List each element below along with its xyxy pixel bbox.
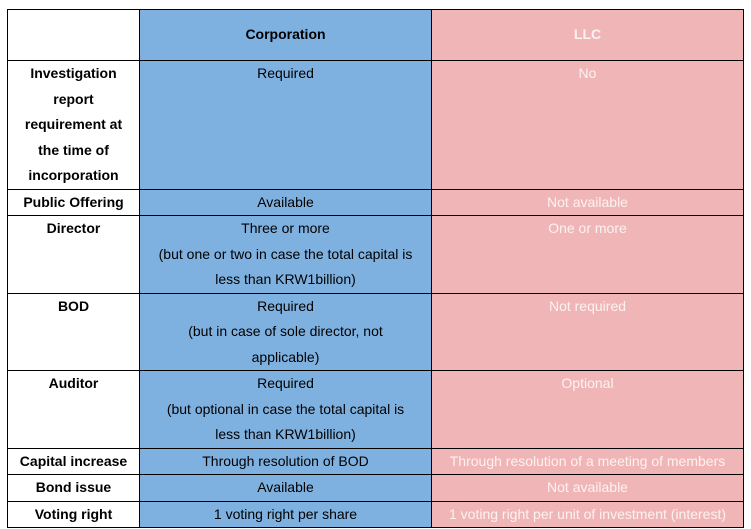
label-line: BOD [57, 297, 90, 314]
cell-line: Three or more [241, 220, 330, 236]
cell-line: Through resolution of a meeting of membe… [449, 452, 726, 469]
label-line: Investigation [30, 65, 117, 81]
cell-line: Through resolution of BOD [202, 452, 369, 469]
corporation-cell: Available [139, 188, 432, 216]
row-bod: BOD Required (but in case of sole direct… [7, 292, 744, 371]
row-label: Public Offering [7, 188, 140, 216]
corporation-cell: Required [139, 60, 432, 190]
corporation-cell: Through resolution of BOD [139, 447, 432, 475]
llc-cell: Optional [431, 370, 744, 449]
llc-cell: One or more [431, 215, 744, 294]
row-label: Investigation report requirement at the … [7, 60, 140, 190]
row-label: Voting right [7, 500, 140, 528]
label-line: the time of [38, 141, 109, 158]
label-line: Bond issue [35, 479, 112, 495]
comparison-table: Corporation LLC Investigation report req… [7, 9, 744, 528]
row-director: Director Three or more (but one or two i… [7, 215, 744, 294]
cell-line: Required [257, 297, 314, 314]
label-line: Director [46, 220, 101, 236]
corporation-cell: Required (but optional in case the total… [139, 370, 432, 449]
cell-line: Required [257, 65, 314, 81]
label-line: incorporation [28, 167, 119, 183]
cell-line: 1 voting right per share [213, 505, 358, 522]
cell-line: One or more [548, 220, 627, 236]
cell-line: No [578, 65, 597, 81]
cell-line: (but one or two in case the total capita… [158, 245, 413, 262]
corporation-cell: 1 voting right per share [139, 500, 432, 528]
row-label: BOD [7, 292, 140, 371]
label-line: requirement at [24, 116, 123, 132]
corporation-cell: Required (but in case of sole director, … [139, 292, 432, 371]
cell-line: less than KRW1billion) [215, 426, 356, 442]
header-corporation: Corporation [139, 9, 432, 61]
cell-line: Available [257, 479, 314, 495]
header-llc: LLC [431, 9, 744, 61]
cell-line: less than KRW1billion) [215, 271, 356, 287]
cell-line: Not required [548, 297, 627, 314]
label-line: Auditor [48, 375, 99, 391]
row-auditor: Auditor Required (but optional in case t… [7, 370, 744, 449]
cell-line: Required [257, 375, 314, 391]
cell-line: (but optional in case the total capital … [166, 400, 405, 417]
row-label: Director [7, 215, 140, 294]
header-row: Corporation LLC [7, 9, 744, 61]
cell-line: Available [257, 193, 314, 210]
corporation-cell: Three or more (but one or two in case th… [139, 215, 432, 294]
label-line: Public Offering [23, 193, 124, 210]
llc-cell: 1 voting right per unit of investment (i… [431, 500, 744, 528]
cell-line: Not available [547, 193, 628, 210]
row-voting-right: Voting right 1 voting right per share 1 … [7, 500, 744, 528]
label-line: report [53, 90, 94, 107]
row-label: Auditor [7, 370, 140, 449]
llc-cell: Not required [431, 292, 744, 371]
llc-cell: Not available [431, 474, 744, 502]
llc-cell: Through resolution of a meeting of membe… [431, 447, 744, 475]
label-line: Voting right [34, 505, 113, 522]
row-bond-issue: Bond issue Available Not available [7, 474, 744, 502]
row-label: Capital increase [7, 447, 140, 475]
header-blank-cell [7, 9, 140, 61]
cell-line: applicable) [251, 348, 320, 365]
cell-line: Not available [547, 479, 628, 495]
label-line: Capital increase [19, 452, 128, 469]
llc-cell: Not available [431, 188, 744, 216]
cell-line: 1 voting right per unit of investment (i… [448, 505, 727, 522]
cell-line: (but in case of sole director, not [188, 323, 383, 339]
cell-line: Optional [561, 375, 614, 391]
llc-cell: No [431, 60, 744, 190]
row-label: Bond issue [7, 474, 140, 502]
row-investigation-report: Investigation report requirement at the … [7, 60, 744, 190]
row-capital-increase: Capital increase Through resolution of B… [7, 447, 744, 475]
corporation-cell: Available [139, 474, 432, 502]
row-public-offering: Public Offering Available Not available [7, 188, 744, 216]
